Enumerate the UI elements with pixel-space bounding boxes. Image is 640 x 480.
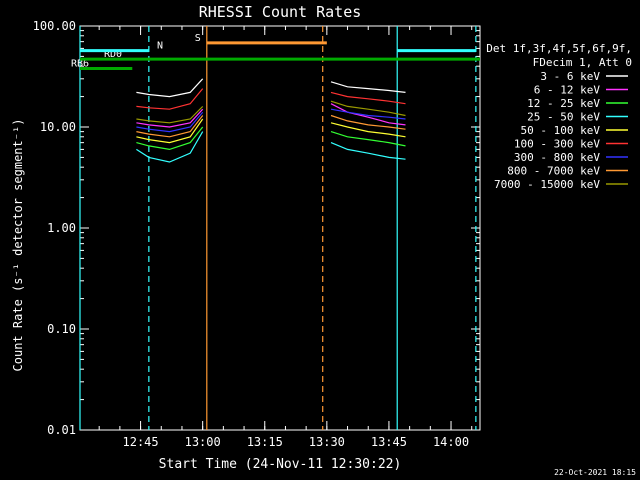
y-axis-label: Count Rate (s⁻¹ detector segment⁻¹)	[11, 119, 25, 372]
legend-entry-label: 3 - 6 keV	[540, 70, 600, 83]
series-line	[136, 118, 204, 144]
legend-entry-label: 100 - 300 keV	[514, 138, 600, 151]
series-line	[330, 81, 406, 93]
legend-entry-label: 12 - 25 keV	[527, 97, 600, 110]
series-line	[330, 142, 406, 160]
series-line	[330, 100, 406, 117]
y-tick-label: 0.10	[47, 322, 76, 336]
y-tick-label: 100.00	[33, 19, 76, 33]
series-line	[330, 103, 406, 126]
legend-header-line-1: Det 1f,3f,4f,5f,6f,9f,	[486, 42, 632, 55]
series-line	[136, 131, 204, 163]
x-tick-label: 14:00	[433, 435, 469, 449]
plot-frame	[79, 25, 481, 431]
series-line	[136, 78, 204, 98]
x-tick-label: 13:45	[371, 435, 407, 449]
x-axis-label: Start Time (24-Nov-11 12:30:22)	[159, 457, 402, 472]
x-tick-label: 13:15	[247, 435, 283, 449]
series-line	[330, 108, 406, 120]
y-tick-label: 1.00	[47, 221, 76, 235]
chart-title: RHESSI Count Rates	[199, 3, 362, 21]
legend-entry-label: 6 - 12 keV	[534, 84, 601, 97]
series-line	[330, 131, 406, 147]
state-bar-label: RD0	[104, 49, 122, 60]
series-line	[136, 126, 204, 151]
legend-entry-label: 25 - 50 keV	[527, 111, 600, 124]
series-line	[136, 115, 204, 138]
y-tick-label: 10.00	[40, 120, 76, 134]
x-tick-label: 13:30	[309, 435, 345, 449]
legend-entry-label: 7000 - 15000 keV	[494, 178, 600, 191]
state-bar-label: S	[195, 33, 201, 44]
legend-entry-label: 800 - 7000 keV	[507, 165, 600, 178]
legend-entry-label: 50 - 100 keV	[521, 124, 601, 137]
series-line	[330, 114, 406, 130]
y-tick-label: 0.01	[47, 423, 76, 437]
series-line	[330, 91, 406, 105]
footer-timestamp: 22-Oct-2021 18:15	[554, 468, 636, 477]
series-line	[136, 111, 204, 133]
series-line	[136, 105, 204, 124]
x-tick-label: 13:00	[185, 435, 221, 449]
series-line	[136, 108, 204, 128]
legend-header-line-2: FDecim 1, Att 0	[533, 56, 632, 69]
series-line	[136, 88, 204, 110]
legend-entry-label: 300 - 800 keV	[514, 151, 600, 164]
x-tick-label: 12:45	[123, 435, 159, 449]
state-bar-label: N	[157, 41, 163, 52]
series-line	[330, 122, 406, 138]
state-bar-label: RB6	[71, 58, 89, 69]
